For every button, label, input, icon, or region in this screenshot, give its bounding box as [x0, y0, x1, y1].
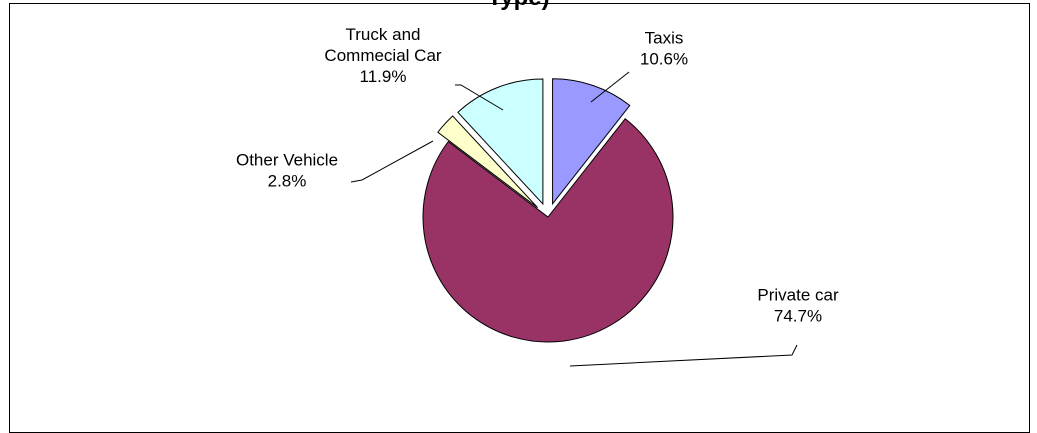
leader-line-truck-and-commecial-car: [455, 84, 504, 111]
slice-label-taxis: Taxis 10.6%: [640, 29, 688, 69]
leader-line-other-vehicle: [350, 140, 434, 183]
pie-slice-other-vehicle: [437, 115, 538, 209]
slice-label-private-car: Private car 74.7%: [757, 286, 839, 326]
slice-label-truck-and-commecial-car: Truck and Commecial Car 11.9%: [324, 25, 441, 86]
pie-slice-truck-and-commecial-car: [457, 78, 544, 206]
leader-line-private-car: [569, 344, 798, 367]
leader-line-taxis: [590, 71, 630, 103]
slice-label-other-vehicle: Other Vehicle 2.8%: [236, 151, 338, 191]
chart-title: Type): [0, 0, 1037, 12]
pie-slice-private-car: [422, 118, 674, 343]
pie-slice-taxis: [552, 78, 631, 206]
